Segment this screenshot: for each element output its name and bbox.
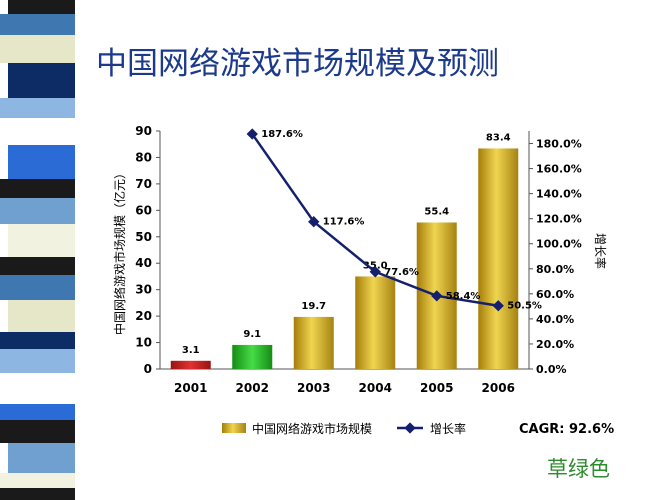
bar-label-2005: 55.4 [424,206,449,217]
y-tick-50: 50 [135,230,152,244]
y2-axis-label: 增长率 [593,233,608,269]
stripe-band [8,443,75,473]
y-tick-60: 60 [135,203,152,217]
y-tick-80: 80 [135,150,152,164]
stripe-band [0,198,75,224]
stripe-band [8,373,75,404]
bar-label-2001: 3.1 [182,345,200,356]
stripe-band [0,332,75,349]
stripe-band [8,0,75,14]
growth-label-2006: 50.5% [507,301,542,312]
y-tick-90: 90 [135,124,152,138]
growth-label-2004: 77.6% [384,267,419,278]
legend: 中国网络游戏市场规模 增长率 CAGR: 92.6% [222,421,614,437]
growth-marker-2005 [431,290,443,302]
stripe-band [0,488,75,500]
footnote-text: 草绿色 [547,457,610,481]
stripe-band [0,118,75,145]
bar-2001 [170,360,211,369]
stripe-band [0,473,75,488]
y2-tick-140.0%: 140.0% [536,188,582,201]
y2-tick-100.0%: 100.0% [536,238,582,251]
stripe-band [0,179,75,198]
bar-2003 [293,316,334,369]
legend-label-line: 增长率 [430,421,466,436]
y2-tick-160.0%: 160.0% [536,163,582,176]
stripe-band [8,300,75,332]
y-tick-70: 70 [135,177,152,191]
legend-label-bar: 中国网络游戏市场规模 [252,421,372,436]
growth-marker-2002 [246,128,258,140]
x-tick-2006: 2006 [482,381,515,395]
y-tick-20: 20 [135,309,152,323]
stripe-band [0,404,75,420]
y2-tick-40.0%: 40.0% [536,313,574,326]
bar-label-2004: 35.0 [363,260,388,271]
bar-label-2003: 19.7 [301,301,326,312]
decorative-stripe [0,0,75,500]
y-tick-40: 40 [135,256,152,270]
legend-swatch-marker [404,422,416,434]
y-axis-label: 中国网络游戏市场规模（亿元） [112,167,127,335]
growth-label-2003: 117.6% [323,217,365,228]
stripe-band [8,145,75,179]
bar-2004 [355,276,396,369]
x-tick-2004: 2004 [359,381,392,395]
stripe-band [0,98,75,118]
y2-tick-80.0%: 80.0% [536,263,574,276]
y-tick-30: 30 [135,283,152,297]
cagr-annotation: CAGR: 92.6% [519,422,614,437]
stripe-band [0,420,75,443]
y2-tick-120.0%: 120.0% [536,213,582,226]
growth-marker-2004 [369,266,381,278]
x-tick-2003: 2003 [297,381,330,395]
growth-label-2002: 187.6% [261,129,303,140]
y2-tick-60.0%: 60.0% [536,288,574,301]
bar-2006 [478,148,519,369]
bar-label-2006: 83.4 [486,132,511,143]
growth-marker-2006 [492,300,504,312]
stripe-band [0,275,75,300]
y-tick-0: 0 [144,362,152,376]
x-tick-2002: 2002 [236,381,269,395]
y2-tick-20.0%: 20.0% [536,338,574,351]
y-tick-10: 10 [135,336,152,350]
legend-swatch-bar [222,423,246,433]
stripe-band [8,224,75,257]
y2-tick-0.0%: 0.0% [536,363,567,376]
stripe-band [0,349,75,373]
stripe-band [0,14,75,35]
x-tick-2005: 2005 [420,381,453,395]
growth-marker-2003 [308,216,320,228]
bar-2002 [232,344,273,369]
bar-label-2002: 9.1 [243,329,261,340]
growth-label-2005: 58.4% [446,291,481,302]
stripe-band [8,63,75,98]
stripe-band [0,257,75,275]
slide-title: 中国网络游戏市场规模及预测 [96,46,499,82]
x-tick-2001: 2001 [174,381,207,395]
stripe-band [0,35,75,63]
y2-tick-180.0%: 180.0% [536,138,582,151]
